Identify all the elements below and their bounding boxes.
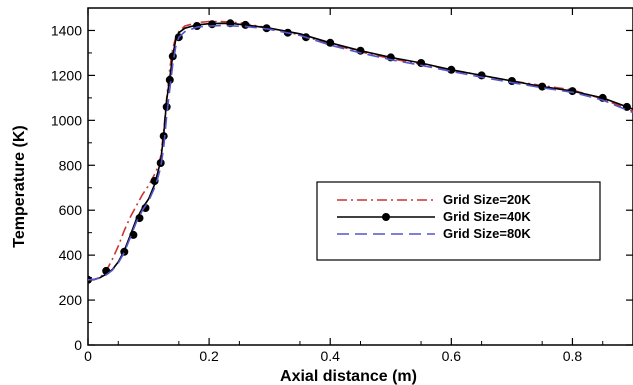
legend: Grid Size=20K Grid Size=40K Grid Size=80K [316, 181, 601, 261]
y-tick-label: 600 [59, 202, 83, 218]
legend-label-1: Grid Size=20K [443, 192, 531, 207]
legend-label-2: Grid Size=40K [443, 209, 531, 224]
series-marker [165, 75, 174, 84]
legend-box [316, 181, 601, 261]
series-marker [208, 20, 217, 29]
legend-marker [382, 213, 390, 221]
y-tick-label: 0 [74, 337, 82, 353]
y-tick-label: 200 [59, 292, 83, 308]
x-tick-label: 0.4 [320, 348, 340, 364]
y-axis-title: Temperature (K) [11, 125, 28, 247]
axes-layer: 0 0.2 0.4 0.6 0.8 0 200 400 600 800 1000 1200 1400 Ax… [11, 8, 633, 385]
series-marker [159, 132, 168, 141]
series-marker [241, 20, 250, 29]
series-marker [129, 230, 138, 239]
x-tick-label: 0.2 [199, 348, 219, 364]
series-line-3 [88, 24, 633, 281]
x-tick-label: 0 [84, 348, 92, 364]
y-tick-label: 1000 [51, 112, 82, 128]
y-tick-label: 1400 [51, 22, 82, 38]
series-marker [568, 87, 577, 96]
series-marker [120, 247, 129, 256]
y-tick-label: 800 [59, 157, 83, 173]
x-tick-label: 0.8 [563, 348, 583, 364]
series-marker [538, 82, 547, 91]
series-marker [150, 177, 159, 185]
x-axis-title: Axial distance (m) [280, 368, 417, 385]
series-marker [447, 65, 456, 74]
series-layer [88, 19, 633, 284]
y-tick-label: 1200 [51, 67, 82, 83]
legend-label-3: Grid Size=80K [443, 226, 531, 241]
series-marker [168, 52, 177, 61]
y-tick-label: 400 [59, 247, 83, 263]
x-tick-label: 0.6 [442, 348, 462, 364]
series-marker [326, 38, 335, 47]
